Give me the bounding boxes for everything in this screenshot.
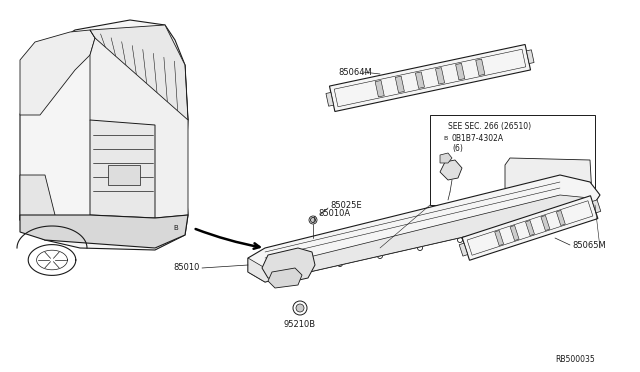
Polygon shape [108,165,140,185]
Circle shape [440,133,450,143]
Circle shape [526,168,534,176]
Circle shape [476,217,484,225]
Text: B: B [443,135,447,141]
Polygon shape [476,59,485,76]
Polygon shape [20,175,55,240]
Text: B: B [173,225,179,231]
Circle shape [282,267,288,273]
Polygon shape [556,211,565,225]
Polygon shape [396,76,404,93]
Circle shape [337,262,342,266]
Circle shape [296,304,304,312]
Polygon shape [248,175,600,282]
Circle shape [546,166,554,174]
Polygon shape [268,268,302,288]
Circle shape [275,257,281,263]
Circle shape [296,264,302,270]
Circle shape [458,237,463,243]
Circle shape [556,178,564,186]
Polygon shape [375,80,384,97]
Circle shape [170,222,182,234]
Circle shape [293,301,307,315]
Polygon shape [541,215,550,231]
Circle shape [316,249,324,257]
Polygon shape [262,248,315,282]
Text: 95210B: 95210B [284,320,316,329]
Polygon shape [527,50,534,64]
Text: 85010A: 85010A [318,208,350,218]
Polygon shape [330,45,531,112]
Polygon shape [248,195,590,282]
Circle shape [275,273,280,278]
Circle shape [572,185,578,191]
Circle shape [563,191,573,201]
Text: 85025E: 85025E [330,201,362,209]
Circle shape [310,218,316,222]
Circle shape [566,164,574,172]
Polygon shape [20,30,95,115]
Text: 85065M: 85065M [572,241,605,250]
Polygon shape [20,215,188,248]
Circle shape [497,230,502,234]
Polygon shape [90,25,188,125]
Circle shape [396,233,404,241]
Circle shape [536,180,544,188]
Text: RB500035: RB500035 [555,356,595,365]
Circle shape [309,216,317,224]
Polygon shape [435,68,445,84]
Circle shape [378,253,383,259]
Polygon shape [459,243,468,256]
Polygon shape [525,221,534,235]
Polygon shape [326,92,333,106]
Circle shape [516,209,524,217]
Polygon shape [593,200,601,213]
Text: (6): (6) [452,144,463,153]
Circle shape [417,246,422,250]
Circle shape [436,225,444,233]
Polygon shape [90,120,155,218]
Polygon shape [456,63,465,80]
Polygon shape [505,158,592,198]
Circle shape [287,270,292,276]
Text: 85064M: 85064M [338,67,372,77]
Text: SEE SEC. 266 (26510): SEE SEC. 266 (26510) [448,122,531,131]
Text: 85010: 85010 [173,263,200,273]
Circle shape [282,279,287,285]
Polygon shape [462,196,598,260]
Circle shape [289,254,295,260]
Circle shape [356,241,364,249]
Polygon shape [495,230,504,246]
Polygon shape [510,225,519,241]
Polygon shape [415,72,424,89]
Polygon shape [90,38,188,218]
Polygon shape [440,153,452,163]
Polygon shape [20,20,188,250]
Polygon shape [430,115,595,205]
Polygon shape [440,160,462,180]
Text: 0B1B7-4302A: 0B1B7-4302A [452,134,504,142]
